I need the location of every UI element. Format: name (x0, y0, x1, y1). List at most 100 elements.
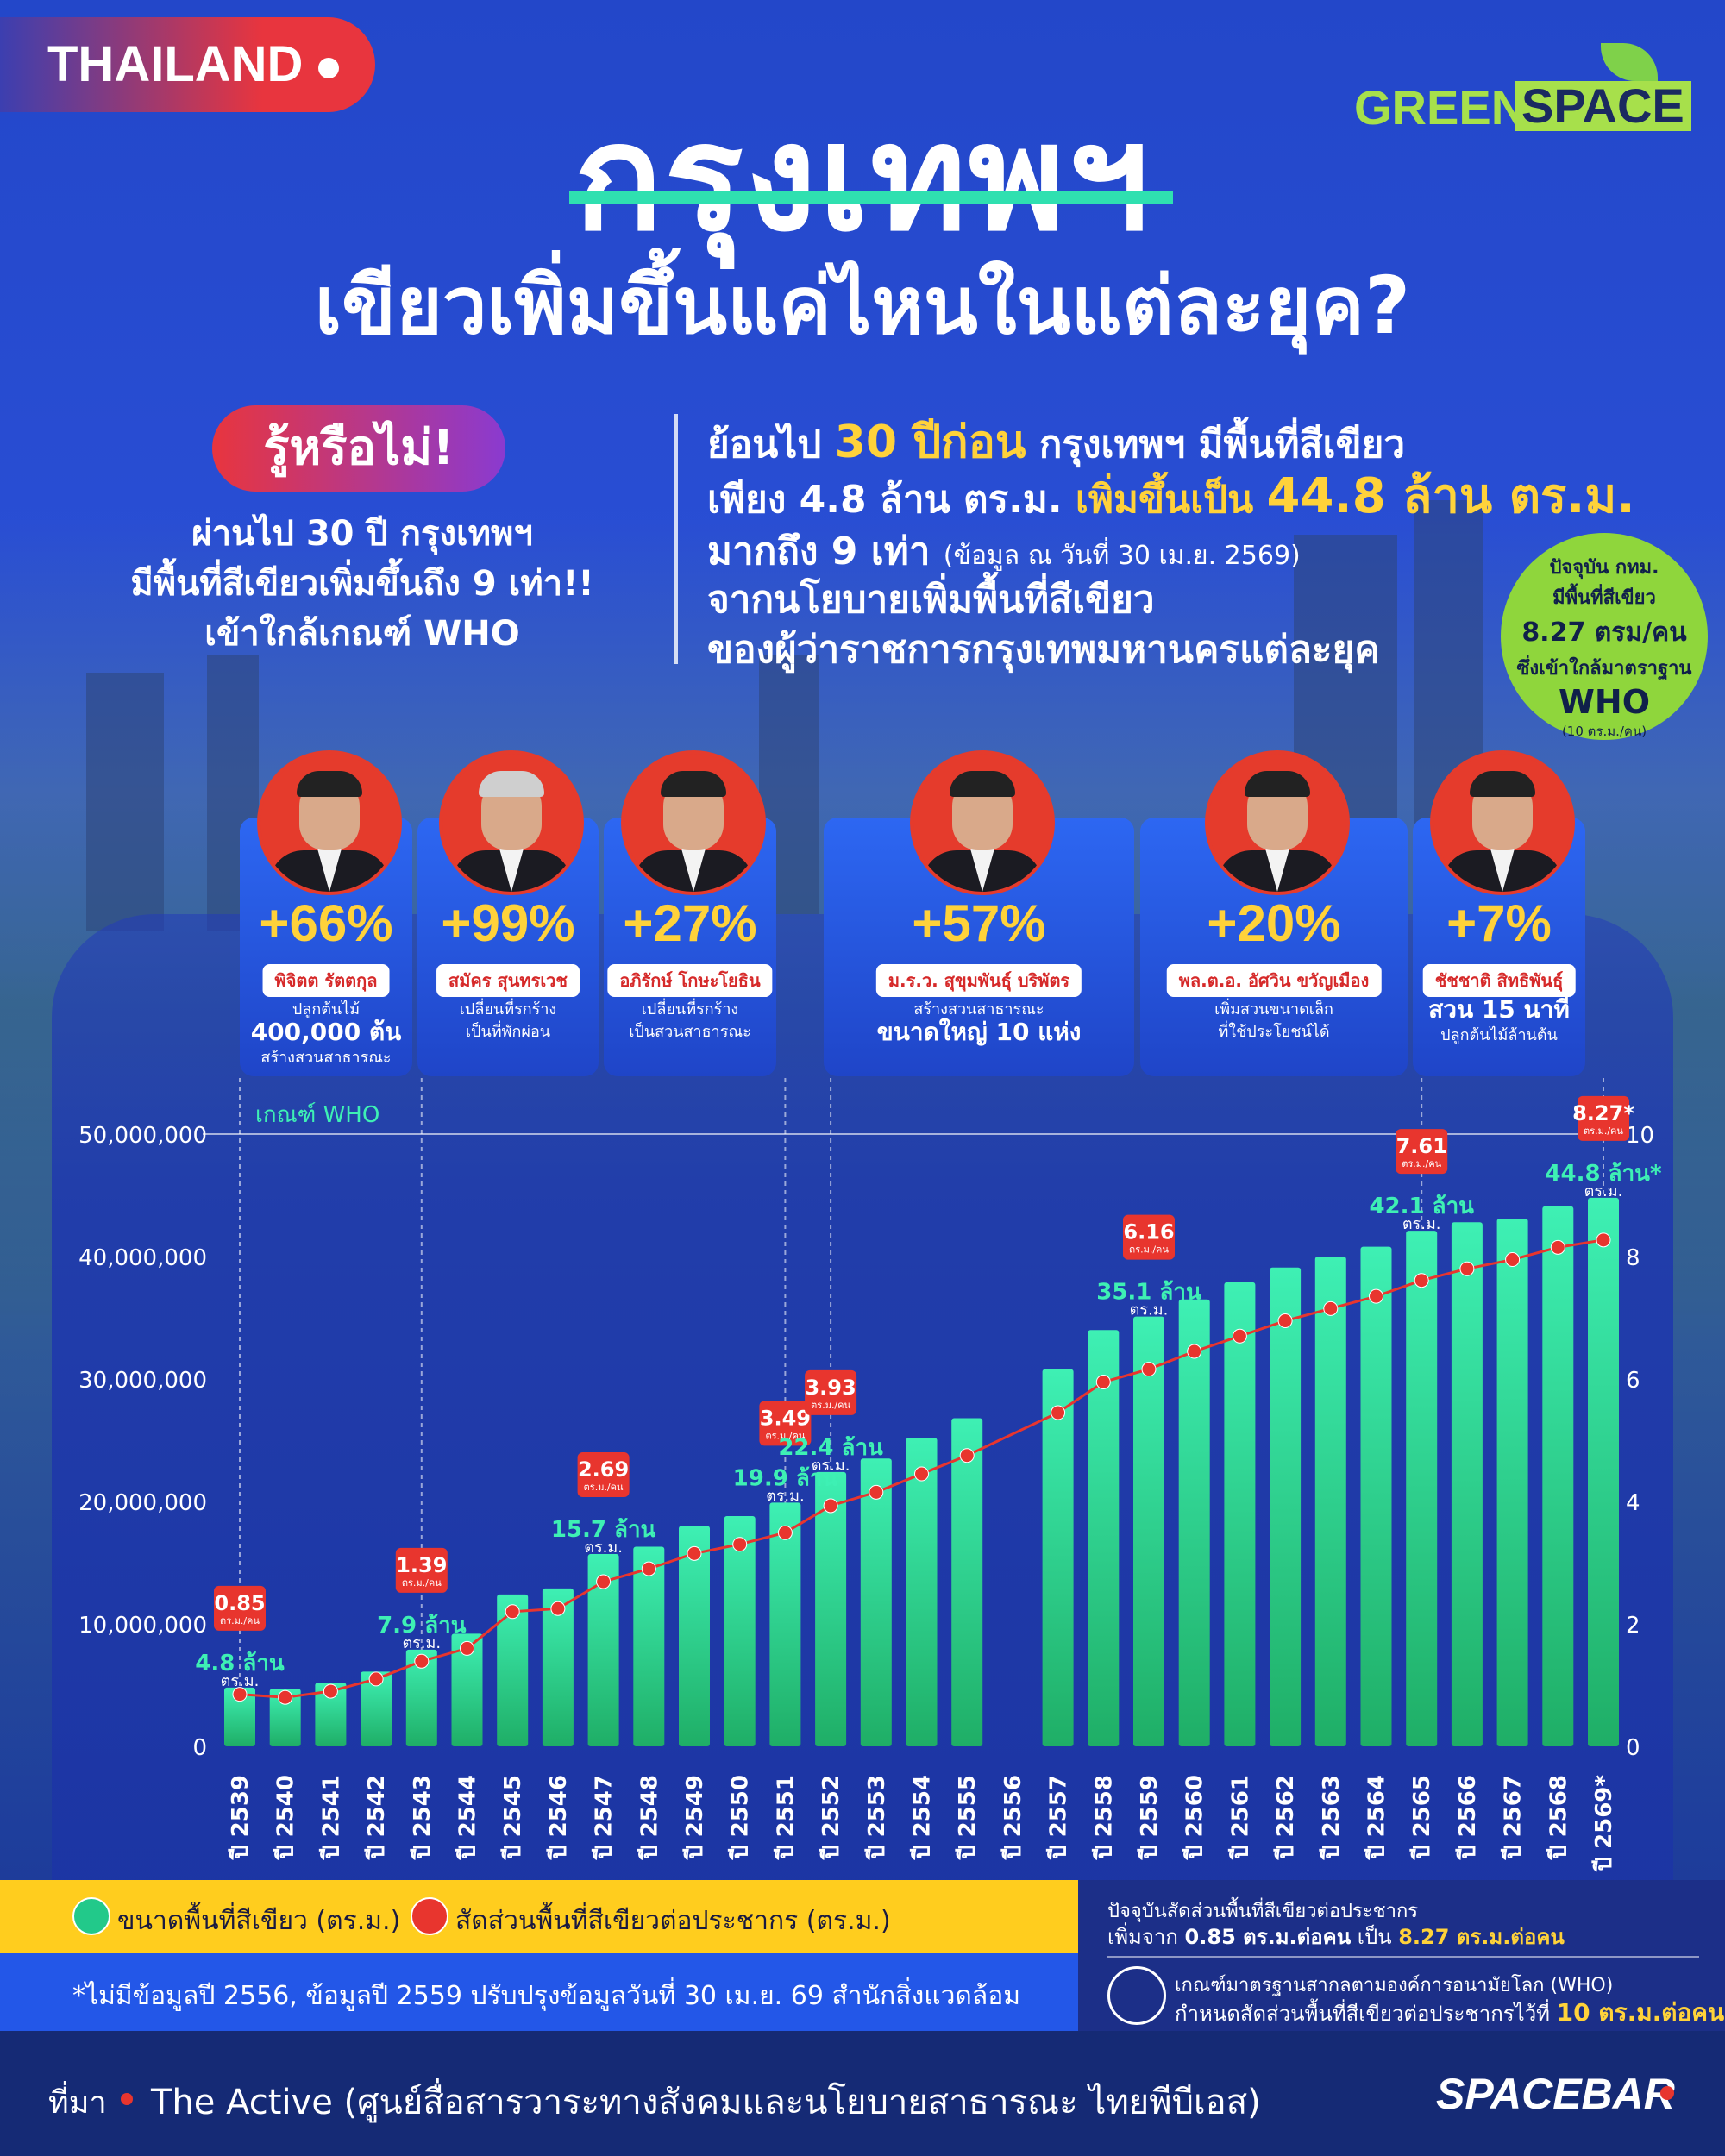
bar (1133, 1316, 1164, 1746)
bar-unit-label: ตร.ม. (1402, 1215, 1441, 1233)
who-logo-icon (1107, 1966, 1166, 2025)
ratio-badge (1123, 1214, 1175, 1260)
bar (1314, 1257, 1346, 1746)
bar (451, 1633, 483, 1746)
x-tick-label: ปี 2541 (318, 1775, 344, 1860)
page-subtitle: เขียวเพิ่มขึ้นแค่ไหนในแต่ละยุค? (314, 260, 1411, 352)
x-tick-label: ปี 2545 (500, 1775, 526, 1860)
x-tick-label: ปี 2550 (728, 1775, 754, 1860)
y-tick-left: 10,000,000 (78, 1613, 207, 1639)
ratio-point (1141, 1362, 1157, 1377)
ratio-point (1369, 1288, 1383, 1304)
ratio-point (505, 1604, 520, 1620)
summary-line: จากนโยบายเพิ่มพื้นที่สีเขียว (707, 578, 1155, 622)
x-tick-label: ปี 2568 (1546, 1775, 1571, 1860)
ratio-badge-value: 1.39 (396, 1553, 447, 1577)
governor-photo (621, 750, 766, 895)
bar (769, 1502, 801, 1746)
x-tick-label: ปี 2542 (364, 1775, 390, 1860)
bar (1496, 1218, 1528, 1746)
ratio-badge-value: 3.93 (805, 1376, 856, 1400)
ratio-point (869, 1484, 884, 1500)
x-tick-label: ปี 2554 (910, 1775, 936, 1860)
bar (361, 1671, 392, 1746)
bar (542, 1588, 574, 1746)
ratio-point (323, 1683, 338, 1699)
green-area-chart: เกณฑ์ WHO 0 10,000,000 20,000,000 30,000,000… (78, 1095, 1662, 1860)
x-tick-label: ปี 2551 (773, 1775, 799, 1860)
x-tick-label: ปี 2552 (819, 1775, 844, 1860)
x-tick-label: ปี 2548 (637, 1775, 662, 1860)
ratio-point (687, 1545, 702, 1561)
governor-photo (910, 750, 1055, 895)
ratio-point (732, 1537, 748, 1552)
ratio-badge-unit: ตร.ม./คน (1402, 1158, 1441, 1169)
ratio-point (914, 1466, 929, 1482)
ratio-badge-value: 3.49 (760, 1406, 811, 1430)
governor-card: +20% พล.ต.อ. อัศวิน ขวัญเมือง เพิ่มสวนขนา… (1140, 818, 1408, 1076)
x-tick-label: ปี 2553 (864, 1775, 890, 1860)
ratio-point (1459, 1261, 1475, 1276)
y-tick-left: 50,000,000 (78, 1123, 207, 1149)
x-tick-label: ปี 2565 (1409, 1775, 1435, 1860)
ratio-point (823, 1498, 838, 1514)
ratio-badge-unit: ตร.ม./คน (1584, 1125, 1623, 1137)
ratio-point (368, 1671, 384, 1687)
ratio-badge-unit: ตร.ม./คน (402, 1577, 442, 1589)
ratio-badge-value: 2.69 (578, 1457, 629, 1482)
ratio-point (550, 1601, 566, 1616)
ratio-badge-value: 0.85 (214, 1591, 265, 1615)
ratio-point (414, 1653, 430, 1669)
ratio-badge (805, 1369, 857, 1415)
ratio-point (1505, 1252, 1521, 1268)
ratio-point (1550, 1239, 1565, 1255)
y-tick-right: 4 (1626, 1490, 1640, 1516)
bar-value-label: 15.7 ล้าน (551, 1517, 656, 1543)
y-tick-left: 20,000,000 (78, 1490, 207, 1516)
summary-line: ของผู้ว่าราชการกรุงเทพมหานครแต่ละยุค (707, 628, 1380, 672)
bar (1224, 1282, 1256, 1746)
bar (269, 1689, 301, 1746)
ratio-badge (1578, 1095, 1629, 1141)
ratio-badge (577, 1452, 630, 1498)
ratio-point (1051, 1405, 1066, 1420)
ratio-badge-unit: ตร.ม./คน (811, 1400, 850, 1411)
info-box: ปัจจุบันสัดส่วนพื้นที่สีเขียวต่อประชากร … (1078, 1880, 1725, 2031)
summary-line: ย้อนไป 30 ปีก่อน กรุงเทพฯ มีพื้นที่สีเขี… (707, 417, 1406, 468)
ratio-badge-unit: ตร.ม./คน (220, 1615, 260, 1626)
brand-dot-icon (1660, 2086, 1674, 2100)
bar (1178, 1299, 1210, 1746)
legend-red-marker (411, 1897, 448, 1935)
governor-card: +57% ม.ร.ว. สุขุมพันธุ์ บริพัตร สร้างสวนส… (824, 818, 1134, 1076)
ratio-point (278, 1689, 293, 1705)
x-tick-label: ปี 2549 (682, 1775, 708, 1860)
bar (1270, 1267, 1302, 1746)
ratio-badge-value: 6.16 (1123, 1220, 1174, 1244)
bar (1406, 1231, 1438, 1746)
bar (860, 1458, 892, 1746)
bar (815, 1471, 847, 1746)
ratio-point (1232, 1328, 1247, 1344)
x-tick-label: ปี 2543 (410, 1775, 436, 1860)
x-tick-label: ปี 2544 (455, 1775, 481, 1860)
bar (679, 1526, 710, 1746)
x-tick-label: ปี 2539 (228, 1775, 254, 1860)
ratio-point (460, 1640, 474, 1656)
bar (1360, 1246, 1392, 1746)
bar (1042, 1369, 1074, 1746)
bar-value-label: 22.4 ล้าน (778, 1435, 883, 1461)
bar-unit-label: ตร.ม. (1584, 1182, 1623, 1200)
bar (497, 1594, 529, 1746)
divider (674, 414, 678, 664)
bar (633, 1546, 665, 1746)
bar (1088, 1330, 1120, 1746)
x-tick-label: ปี 2547 (592, 1775, 618, 1860)
bar-value-label: 7.9 ล้าน (377, 1613, 467, 1639)
bar (1542, 1206, 1574, 1746)
bar-unit-label: ตร.ม. (584, 1539, 623, 1557)
ratio-point (232, 1687, 248, 1702)
ratio-point (596, 1574, 612, 1589)
governor-photo (1205, 750, 1350, 895)
governor-photo (439, 750, 584, 895)
bar-value-label: 19.9 ล้าน (733, 1465, 838, 1491)
